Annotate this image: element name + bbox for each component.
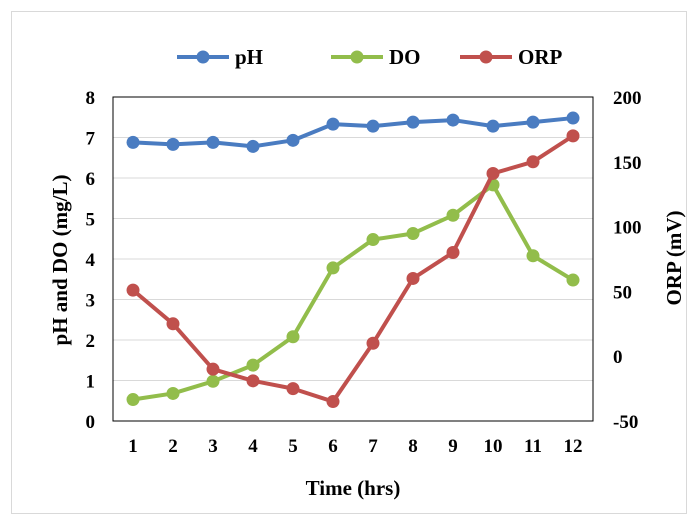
- y-tick-label: 7: [86, 129, 96, 150]
- y-tick-label: 0: [86, 412, 96, 433]
- x-tick-label: 6: [328, 436, 338, 457]
- series-do: [126, 178, 580, 407]
- data-point-ph: [446, 113, 460, 127]
- data-point-orp: [486, 166, 500, 180]
- data-point-orp: [286, 382, 300, 396]
- data-point-orp: [206, 362, 220, 376]
- plot-area-border: [112, 96, 594, 422]
- x-tick-label: 9: [448, 436, 458, 457]
- data-point-do: [166, 386, 180, 400]
- legend-label: pH: [235, 45, 263, 69]
- y-tick-label: 4: [86, 250, 96, 271]
- data-point-do: [366, 233, 380, 247]
- y2-tick-label: 0: [613, 347, 623, 368]
- legend-item-ph: pH: [177, 45, 263, 69]
- legend: pH DO ORP: [177, 45, 563, 69]
- data-point-ph: [366, 119, 380, 133]
- y-tick-label: 2: [86, 331, 96, 352]
- y-axis-title: pH and DO (mg/L): [48, 175, 72, 346]
- x-tick-label: 3: [208, 436, 218, 457]
- x-tick-label: 5: [288, 436, 298, 457]
- legend-label: DO: [389, 45, 421, 69]
- x-tick-label: 11: [524, 436, 542, 457]
- y-tick-label: 8: [86, 88, 96, 109]
- y-tick-label: 1: [86, 372, 96, 393]
- data-point-ph: [206, 135, 220, 149]
- x-axis-title: Time (hrs): [306, 476, 401, 500]
- data-point-do: [206, 374, 220, 388]
- data-point-ph: [566, 111, 580, 125]
- series-line-ph: [132, 116, 574, 149]
- series-layer: [126, 111, 580, 409]
- data-point-orp: [366, 336, 380, 350]
- data-point-ph: [126, 135, 140, 149]
- y2-tick-label: 100: [613, 218, 642, 239]
- y2-tick-label: -50: [613, 412, 638, 433]
- data-point-do: [406, 226, 420, 240]
- data-point-orp: [326, 395, 340, 409]
- x-tick-label: 1: [128, 436, 138, 457]
- gridlines: [112, 96, 594, 422]
- y-tick-label: 3: [86, 291, 96, 312]
- series-orp: [126, 129, 580, 409]
- legend-item-orp: ORP: [460, 45, 563, 69]
- series-ph: [126, 111, 580, 153]
- y2-tick-label: 50: [613, 282, 632, 303]
- data-point-orp: [406, 271, 420, 285]
- x-tick-label: 12: [564, 436, 583, 457]
- data-point-do: [126, 393, 140, 407]
- x-tick-label: 8: [408, 436, 418, 457]
- chart-frame: [11, 11, 687, 514]
- series-line-orp: [131, 134, 575, 404]
- data-point-do: [566, 273, 580, 287]
- y2-tick-label: 200: [613, 88, 642, 109]
- data-point-do: [446, 208, 460, 222]
- data-point-ph: [406, 115, 420, 129]
- data-point-ph: [286, 133, 300, 147]
- x-tick-label: 10: [484, 436, 503, 457]
- legend-item-do: DO: [331, 45, 421, 69]
- x-tick-label: 7: [368, 436, 378, 457]
- data-point-orp: [526, 155, 540, 169]
- data-point-do: [526, 249, 540, 263]
- data-point-do: [286, 330, 300, 344]
- data-point-orp: [126, 283, 140, 297]
- data-point-orp: [446, 246, 460, 260]
- data-point-do: [326, 261, 340, 275]
- data-point-orp: [246, 374, 260, 388]
- legend-marker: [479, 50, 493, 64]
- series-line-do: [132, 182, 575, 402]
- data-point-do: [246, 358, 260, 372]
- data-point-orp: [166, 317, 180, 331]
- data-point-orp: [566, 129, 580, 143]
- data-point-ph: [526, 115, 540, 129]
- y2-axis-title: ORP (mV): [662, 210, 686, 305]
- data-point-ph: [486, 119, 500, 133]
- x-tick-label: 2: [168, 436, 178, 457]
- y-tick-label: 5: [86, 210, 96, 231]
- legend-marker: [196, 50, 210, 64]
- data-point-ph: [326, 117, 340, 131]
- legend-marker: [350, 50, 364, 64]
- y2-tick-label: 150: [613, 153, 642, 174]
- data-point-ph: [246, 139, 260, 153]
- x-tick-label: 4: [248, 436, 258, 457]
- legend-label: ORP: [518, 45, 563, 69]
- y-tick-label: 6: [86, 169, 96, 190]
- data-point-ph: [166, 137, 180, 151]
